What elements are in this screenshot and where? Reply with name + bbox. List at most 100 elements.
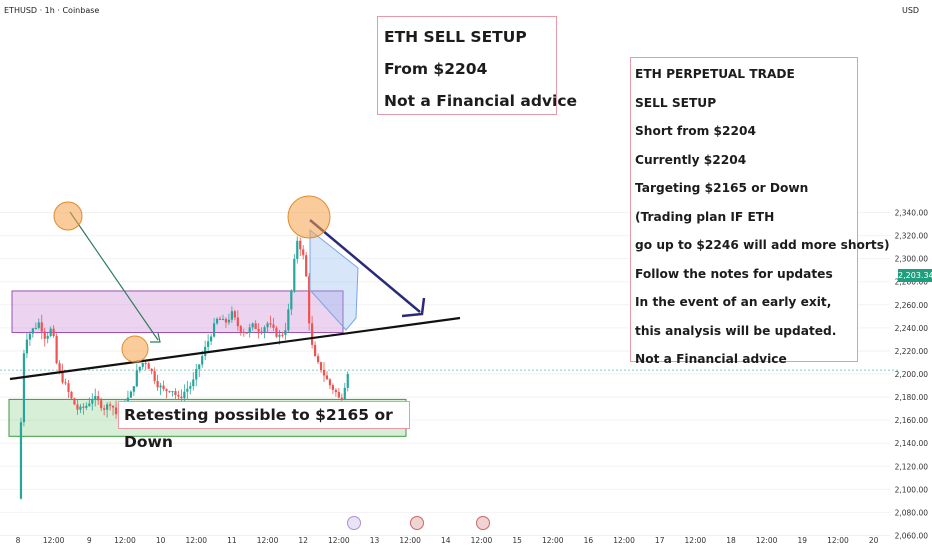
candle-body	[272, 324, 275, 328]
time-tick-label: 16	[584, 536, 594, 545]
event-icon-flag-us[interactable]	[476, 516, 490, 530]
candle-body	[331, 385, 335, 390]
candle-body	[171, 391, 174, 393]
candle-body	[162, 385, 165, 390]
candle-body	[135, 370, 138, 387]
candle-body	[180, 396, 183, 399]
time-tick-label: 15	[512, 536, 522, 545]
candle-body	[260, 331, 263, 333]
price-tick-label: 2,280.00	[895, 278, 929, 287]
note-line: Not a Financial advice	[635, 352, 787, 366]
candle-body	[224, 318, 228, 323]
note-line: Short from $2204	[635, 124, 756, 138]
candle-body	[340, 397, 343, 400]
note-line: From $2204	[384, 60, 488, 78]
price-axis[interactable]: 2,340.00 2,320.00 2,300.00 2,280.00 2,260.00…	[895, 209, 929, 541]
candle-body	[221, 318, 225, 320]
event-icon-flag-us[interactable]	[410, 516, 424, 530]
candle-body	[132, 386, 135, 392]
candle-body	[147, 363, 150, 369]
note-line: ETH PERPETUAL TRADE	[635, 67, 795, 81]
candle-body	[322, 370, 326, 376]
candle-body	[227, 319, 231, 323]
candle-body	[76, 404, 79, 410]
candle-body	[70, 391, 73, 399]
time-tick-label: 12:00	[328, 536, 350, 545]
price-tick-label: 2,120.00	[895, 462, 929, 471]
candle-body	[22, 353, 26, 423]
time-tick-label: 17	[655, 536, 665, 545]
candle-body	[233, 311, 236, 318]
candle-body	[19, 422, 23, 499]
candle-body	[284, 330, 287, 335]
candle-body	[239, 326, 242, 332]
price-tick-label: 2,140.00	[895, 439, 929, 448]
descending-channel	[309, 228, 359, 331]
candle-body	[40, 322, 43, 332]
candle-body	[138, 366, 141, 371]
time-tick-label: 12:00	[43, 536, 65, 545]
price-tick-label: 2,160.00	[895, 416, 929, 425]
price-tick-label: 2,060.00	[895, 532, 929, 541]
candle-body	[183, 391, 186, 399]
candle-body	[236, 317, 239, 327]
note-line: Follow the notes for updates	[635, 266, 833, 281]
time-tick-label: 13	[370, 536, 380, 545]
candle-body	[52, 328, 55, 337]
candle-body	[94, 396, 97, 400]
candles	[19, 236, 349, 500]
chart-grid	[0, 212, 898, 536]
candle-body	[195, 369, 198, 380]
price-tick-label: 2,320.00	[895, 232, 929, 241]
highlight-circle	[53, 201, 83, 231]
retest-note: Retesting possible to $2165 or Down	[118, 401, 410, 451]
candle-body	[34, 327, 37, 329]
target-arrowhead	[401, 297, 426, 318]
highlight-circle	[287, 195, 331, 239]
currency-label: USD	[902, 6, 920, 15]
candle-body	[212, 323, 216, 337]
candle-body	[328, 379, 332, 386]
candle-body	[114, 407, 118, 415]
candle-body	[37, 322, 40, 328]
candle-body	[266, 323, 269, 328]
candle-body	[46, 335, 49, 339]
candle-body	[150, 368, 153, 372]
candle-body	[316, 356, 320, 363]
time-tick-label: 8	[16, 536, 21, 545]
time-axis[interactable]: 8 12:00 9 12:00 10 12:00 11 12:00 12 12:00 13 12:00…	[16, 536, 879, 545]
candle-body	[281, 334, 284, 336]
time-tick-label: 12:00	[613, 536, 635, 545]
time-tick-label: 12:00	[114, 536, 136, 545]
candle-body	[67, 383, 70, 392]
candle-body	[290, 290, 293, 310]
candle-body	[174, 391, 177, 395]
price-tick-label: 2,260.00	[895, 301, 929, 310]
candle-body	[313, 344, 317, 357]
candle-body	[88, 403, 91, 406]
candle-body	[177, 394, 180, 397]
candle-body	[49, 328, 52, 336]
candle-body	[25, 339, 29, 354]
event-icon-lightning[interactable]	[347, 516, 361, 530]
candle-body	[299, 240, 302, 250]
time-tick-label: 12:00	[471, 536, 493, 545]
candle-body	[73, 398, 76, 405]
candle-body	[103, 408, 106, 410]
candle-body	[100, 400, 103, 409]
note-line: Targeting $2165 or Down	[635, 181, 809, 195]
candle-body	[263, 327, 266, 333]
current-price-tag: 2,203.34	[898, 269, 932, 282]
retest-arrow	[69, 211, 159, 341]
time-tick-label: 12:00	[685, 536, 707, 545]
candle-body	[251, 323, 254, 328]
candle-body	[305, 255, 308, 277]
time-tick-label: 14	[441, 536, 451, 545]
candle-body	[82, 406, 85, 408]
note-line: SELL SETUP	[635, 95, 717, 110]
price-tick-label: 2,340.00	[895, 209, 929, 218]
candle-body	[97, 396, 100, 401]
note-line: Not a Financial advice	[384, 92, 578, 110]
time-tick-label: 12:00	[399, 536, 421, 545]
resistance-zone	[11, 290, 344, 333]
